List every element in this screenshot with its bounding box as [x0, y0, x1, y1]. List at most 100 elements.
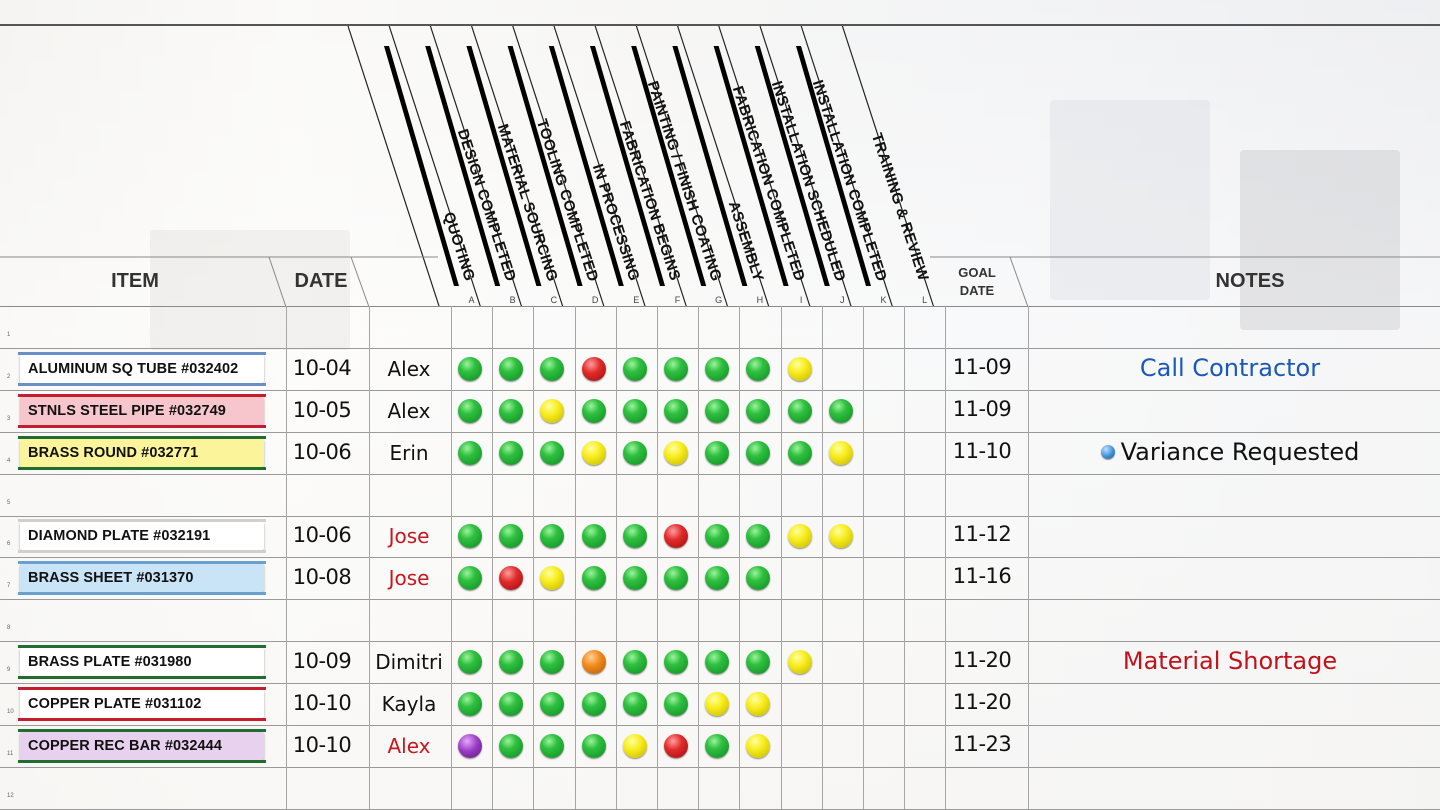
status-dot-green[interactable]	[458, 524, 482, 549]
goal-date[interactable]: 11-09	[952, 396, 1012, 421]
status-dot-red[interactable]	[664, 733, 688, 758]
status-dot-green[interactable]	[458, 440, 482, 465]
note-entry[interactable]: Variance Requested	[1030, 437, 1430, 466]
item-tag[interactable]: STNLS STEEL PIPE #032749	[18, 393, 266, 428]
status-dot-green[interactable]	[746, 440, 771, 465]
goal-date[interactable]: 11-23	[952, 731, 1012, 756]
status-dot-green[interactable]	[458, 692, 482, 717]
status-dot-yellow[interactable]	[787, 650, 812, 675]
note-entry[interactable]: Call Contractor	[1030, 353, 1430, 382]
assignee-name[interactable]: Kayla	[381, 692, 437, 717]
item-tag[interactable]: ALUMINUM SQ TUBE #032402	[18, 351, 266, 386]
status-dot-green[interactable]	[746, 566, 771, 591]
item-tag[interactable]: COPPER REC BAR #032444	[18, 728, 266, 763]
goal-date[interactable]: 11-10	[952, 438, 1012, 463]
status-dot-green[interactable]	[458, 566, 482, 591]
status-dot-green[interactable]	[664, 398, 688, 423]
item-tag[interactable]: BRASS PLATE #031980	[18, 645, 266, 680]
status-dot-green[interactable]	[746, 398, 771, 423]
status-dot-yellow[interactable]	[622, 733, 647, 758]
assignee-name[interactable]: Jose	[388, 524, 430, 549]
status-dot-red[interactable]	[581, 356, 606, 381]
status-dot-yellow[interactable]	[828, 524, 853, 549]
status-dot-green[interactable]	[828, 398, 853, 423]
status-dot-green[interactable]	[664, 692, 688, 717]
status-dot-yellow[interactable]	[540, 566, 565, 591]
status-dot-green[interactable]	[705, 524, 730, 549]
item-tag[interactable]: DIAMOND PLATE #032191	[18, 519, 266, 554]
status-dot-green[interactable]	[746, 524, 771, 549]
status-dot-green[interactable]	[622, 398, 647, 423]
start-date[interactable]: 10-09	[292, 649, 352, 674]
goal-date[interactable]: 11-20	[952, 690, 1012, 715]
status-dot-green[interactable]	[705, 733, 730, 758]
status-dot-green[interactable]	[581, 524, 606, 549]
status-dot-green[interactable]	[705, 650, 730, 675]
assignee-name[interactable]: Alex	[387, 733, 431, 758]
assignee-name[interactable]: Dimitri	[375, 650, 443, 675]
start-date[interactable]: 10-10	[292, 732, 352, 757]
status-dot-green[interactable]	[499, 650, 524, 675]
start-date[interactable]: 10-08	[292, 565, 352, 590]
status-dot-green[interactable]	[787, 440, 812, 465]
status-dot-green[interactable]	[746, 356, 771, 381]
status-dot-green[interactable]	[540, 524, 565, 549]
status-dot-green[interactable]	[746, 650, 771, 675]
status-dot-green[interactable]	[499, 733, 524, 758]
status-dot-green[interactable]	[458, 650, 482, 675]
status-dot-green[interactable]	[581, 692, 606, 717]
assignee-name[interactable]: Jose	[388, 566, 430, 591]
status-dot-green[interactable]	[499, 692, 524, 717]
status-dot-green[interactable]	[622, 650, 647, 675]
status-dot-yellow[interactable]	[746, 692, 771, 717]
status-dot-yellow[interactable]	[787, 524, 812, 549]
goal-date[interactable]: 11-16	[952, 564, 1012, 589]
goal-date[interactable]: 11-09	[952, 354, 1012, 379]
item-tag[interactable]: BRASS ROUND #032771	[18, 435, 266, 470]
goal-date[interactable]: 11-20	[952, 648, 1012, 673]
status-dot-green[interactable]	[540, 650, 565, 675]
status-dot-green[interactable]	[705, 440, 730, 465]
start-date[interactable]: 10-05	[292, 397, 352, 422]
status-dot-yellow[interactable]	[581, 440, 606, 465]
status-dot-green[interactable]	[540, 356, 565, 381]
status-dot-green[interactable]	[664, 356, 688, 381]
status-dot-green[interactable]	[458, 398, 482, 423]
item-tag[interactable]: COPPER PLATE #031102	[18, 687, 266, 722]
start-date[interactable]: 10-04	[292, 355, 352, 380]
status-dot-green[interactable]	[622, 692, 647, 717]
status-dot-orange[interactable]	[581, 650, 606, 675]
status-dot-green[interactable]	[787, 398, 812, 423]
status-dot-green[interactable]	[664, 566, 688, 591]
item-tag[interactable]: BRASS SHEET #031370	[18, 561, 266, 596]
status-dot-yellow[interactable]	[705, 692, 730, 717]
status-dot-yellow[interactable]	[664, 440, 688, 465]
status-dot-purple[interactable]	[458, 733, 482, 758]
assignee-name[interactable]: Alex	[387, 398, 431, 423]
status-dot-green[interactable]	[705, 566, 730, 591]
status-dot-green[interactable]	[705, 398, 730, 423]
assignee-name[interactable]: Alex	[387, 356, 431, 381]
status-dot-green[interactable]	[540, 440, 565, 465]
status-dot-green[interactable]	[499, 440, 524, 465]
status-dot-green[interactable]	[499, 398, 524, 423]
status-dot-green[interactable]	[458, 356, 482, 381]
start-date[interactable]: 10-06	[292, 523, 352, 548]
status-dot-green[interactable]	[622, 524, 647, 549]
start-date[interactable]: 10-06	[292, 439, 352, 464]
status-dot-red[interactable]	[664, 524, 688, 549]
note-entry[interactable]: Material Shortage	[1030, 646, 1430, 675]
goal-date[interactable]: 11-12	[952, 522, 1012, 547]
status-dot-green[interactable]	[581, 566, 606, 591]
status-dot-green[interactable]	[664, 650, 688, 675]
assignee-name[interactable]: Erin	[389, 440, 429, 465]
status-dot-green[interactable]	[581, 398, 606, 423]
status-dot-green[interactable]	[705, 356, 730, 381]
status-dot-green[interactable]	[499, 524, 524, 549]
status-dot-green[interactable]	[622, 566, 647, 591]
status-dot-yellow[interactable]	[787, 356, 812, 381]
status-dot-yellow[interactable]	[828, 440, 853, 465]
status-dot-green[interactable]	[540, 733, 565, 758]
status-dot-green[interactable]	[622, 356, 647, 381]
status-dot-green[interactable]	[540, 692, 565, 717]
